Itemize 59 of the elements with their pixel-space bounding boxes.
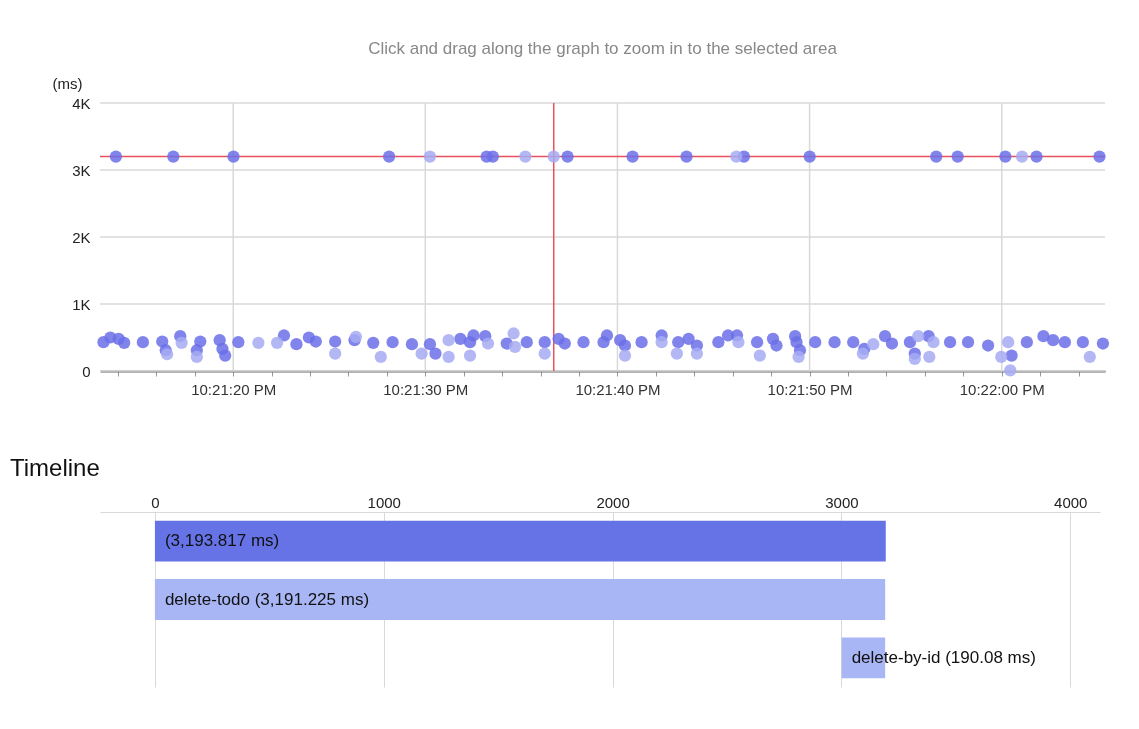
point <box>732 336 745 349</box>
x-tick-label: 10:21:30 PM <box>383 380 469 398</box>
point <box>908 352 921 366</box>
point <box>423 150 437 163</box>
point <box>160 348 174 361</box>
x-tick-label: 1000 <box>367 493 401 511</box>
y-tick-label: delete-todo (3,191.225 ms) <box>164 589 370 609</box>
point <box>1004 364 1017 377</box>
y-tick-label: 0 <box>82 362 91 380</box>
y-tick-label: 4K <box>72 94 91 112</box>
point <box>867 338 880 351</box>
point <box>374 350 387 364</box>
x-tick-label: 3000 <box>825 493 859 511</box>
point <box>1002 336 1015 349</box>
x-tick-label: 10:21:40 PM <box>575 380 661 398</box>
point <box>329 347 342 360</box>
point <box>442 350 455 364</box>
point <box>792 350 805 364</box>
point <box>670 347 683 360</box>
y-tick-label: 1K <box>72 295 91 313</box>
point <box>547 150 560 163</box>
point <box>519 150 532 163</box>
point <box>856 347 870 360</box>
x-tick-label: 4000 <box>1054 493 1088 511</box>
point <box>1015 150 1029 163</box>
point <box>508 340 522 353</box>
point <box>481 337 495 350</box>
y-axis-title: (ms) <box>52 74 83 92</box>
chart-title: Timeline <box>10 454 100 481</box>
point <box>1083 350 1096 364</box>
y-tick-label: delete-by-id (190.08 ms) <box>851 647 1036 667</box>
point <box>690 347 704 360</box>
x-tick-label: 0 <box>151 493 160 511</box>
point <box>349 330 363 343</box>
x-tick-label: 10:21:50 PM <box>767 380 853 398</box>
point <box>463 349 477 362</box>
point <box>730 150 743 163</box>
x-tick-label: 10:21:20 PM <box>191 380 277 398</box>
y-tick-label: (3,193.817 ms) <box>164 531 280 551</box>
point <box>618 349 632 362</box>
point <box>190 350 203 364</box>
y-tick-label: 2K <box>72 228 91 246</box>
point <box>507 327 520 340</box>
point <box>655 336 668 349</box>
point <box>753 349 766 362</box>
chart-title: Click and drag along the graph to zoom in to the selected area <box>368 39 838 58</box>
point <box>912 330 925 343</box>
x-tick-label: 10:22:00 PM <box>959 380 1045 398</box>
point <box>175 336 188 349</box>
point <box>995 350 1008 364</box>
x-tick-label: 2000 <box>596 493 630 511</box>
point <box>442 334 455 347</box>
point <box>252 336 265 349</box>
y-tick-label: 3K <box>72 161 91 179</box>
point <box>923 350 936 364</box>
point <box>270 336 284 349</box>
point <box>538 347 551 360</box>
point <box>415 347 428 360</box>
point <box>927 336 940 349</box>
